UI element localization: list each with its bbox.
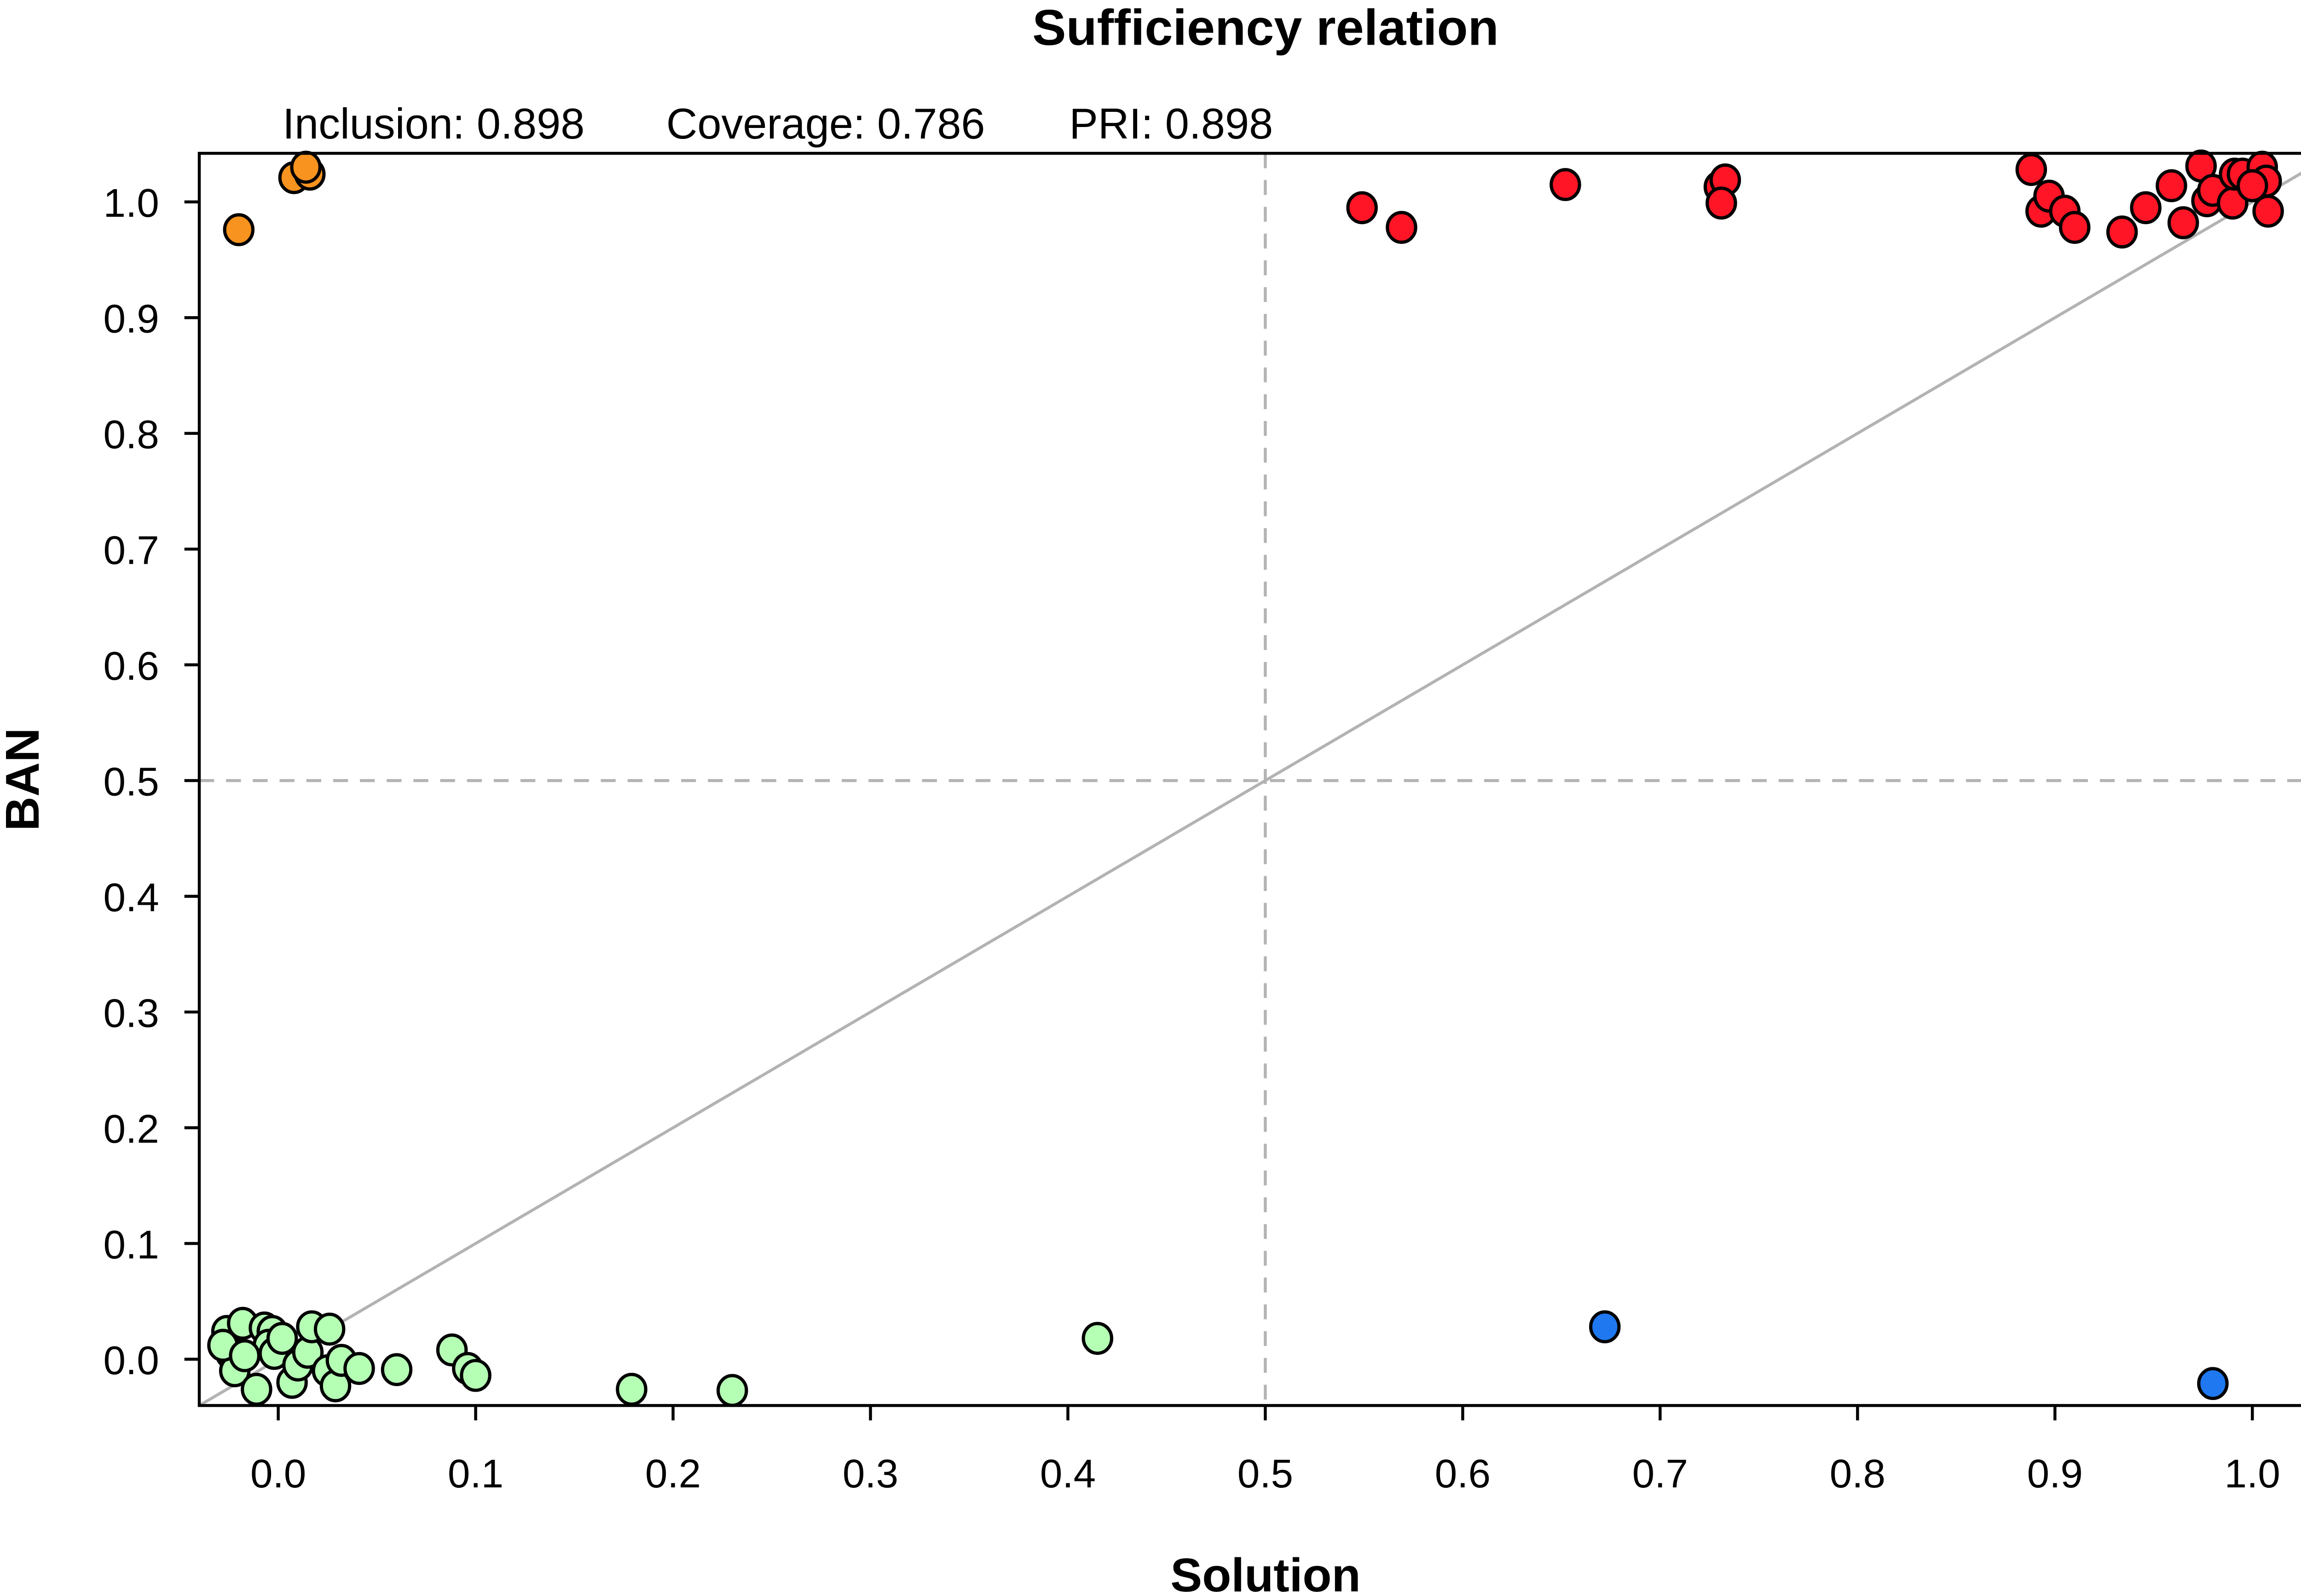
x-tick-label: 0.8: [1830, 1451, 1885, 1496]
y-tick-label: 0.7: [103, 528, 159, 572]
y-tick-label: 0.9: [103, 297, 159, 341]
data-point: [2058, 211, 2091, 244]
y-tick-label: 0.8: [103, 412, 159, 457]
data-point: [2156, 169, 2187, 202]
data-point: [2106, 215, 2138, 249]
data-point: [716, 1374, 748, 1407]
data-point: [460, 1359, 491, 1392]
chart-title: Sufficiency relation: [1032, 0, 1498, 56]
data-point: [223, 213, 255, 246]
y-tick-label: 0.1: [103, 1222, 159, 1267]
y-tick-label: 0.6: [103, 644, 159, 688]
data-point: [1589, 1310, 1621, 1343]
data-point: [1706, 186, 1737, 220]
data-point: [1386, 211, 1417, 244]
y-axis-label: BAN: [0, 728, 49, 831]
data-point: [616, 1372, 648, 1406]
data-point: [1081, 1322, 1114, 1355]
y-tick-label: 0.2: [103, 1107, 159, 1151]
x-tick-label: 0.9: [2027, 1451, 2083, 1496]
data-point: [381, 1353, 413, 1386]
x-tick-label: 0.5: [1237, 1451, 1293, 1496]
y-tick-label: 0.0: [103, 1338, 159, 1383]
plot-frame: [197, 151, 2301, 1407]
x-tick-label: 0.2: [645, 1451, 701, 1496]
x-tick-label: 0.3: [843, 1451, 898, 1496]
y-tick-label: 0.5: [103, 759, 159, 804]
data-point: [290, 150, 322, 184]
data-point: [2197, 1367, 2229, 1400]
x-tick-label: 0.1: [448, 1451, 503, 1496]
data-point: [313, 1313, 346, 1346]
x-tick-label: 0.4: [1040, 1451, 1096, 1496]
data-point: [241, 1372, 272, 1406]
diagonal-line: [198, 172, 2301, 1407]
y-tick-label: 0.3: [103, 991, 159, 1035]
data-point: [2252, 195, 2284, 228]
x-tick-label: 0.6: [1435, 1451, 1491, 1496]
data-point: [2015, 153, 2047, 186]
data-point: [2237, 169, 2268, 202]
data-point: [266, 1322, 298, 1355]
x-tick-label: 1.0: [2225, 1451, 2280, 1496]
data-point: [1346, 191, 1378, 225]
x-tick-label: 0.0: [250, 1451, 306, 1496]
data-point: [2130, 191, 2162, 225]
x-tick-label: 0.7: [1632, 1451, 1688, 1496]
data-point: [1549, 168, 1581, 201]
data-point: [229, 1339, 260, 1372]
coverage-label: Coverage: 0.786: [666, 99, 985, 148]
x-axis-label: Solution: [1170, 1548, 1360, 1596]
inclusion-label: Inclusion: 0.898: [283, 99, 584, 148]
y-tick-label: 0.4: [103, 875, 159, 920]
data-point: [2167, 206, 2199, 239]
data-point: [343, 1352, 375, 1385]
y-tick-label: 1.0: [103, 181, 159, 226]
pri-label: PRI: 0.898: [1069, 99, 1273, 148]
